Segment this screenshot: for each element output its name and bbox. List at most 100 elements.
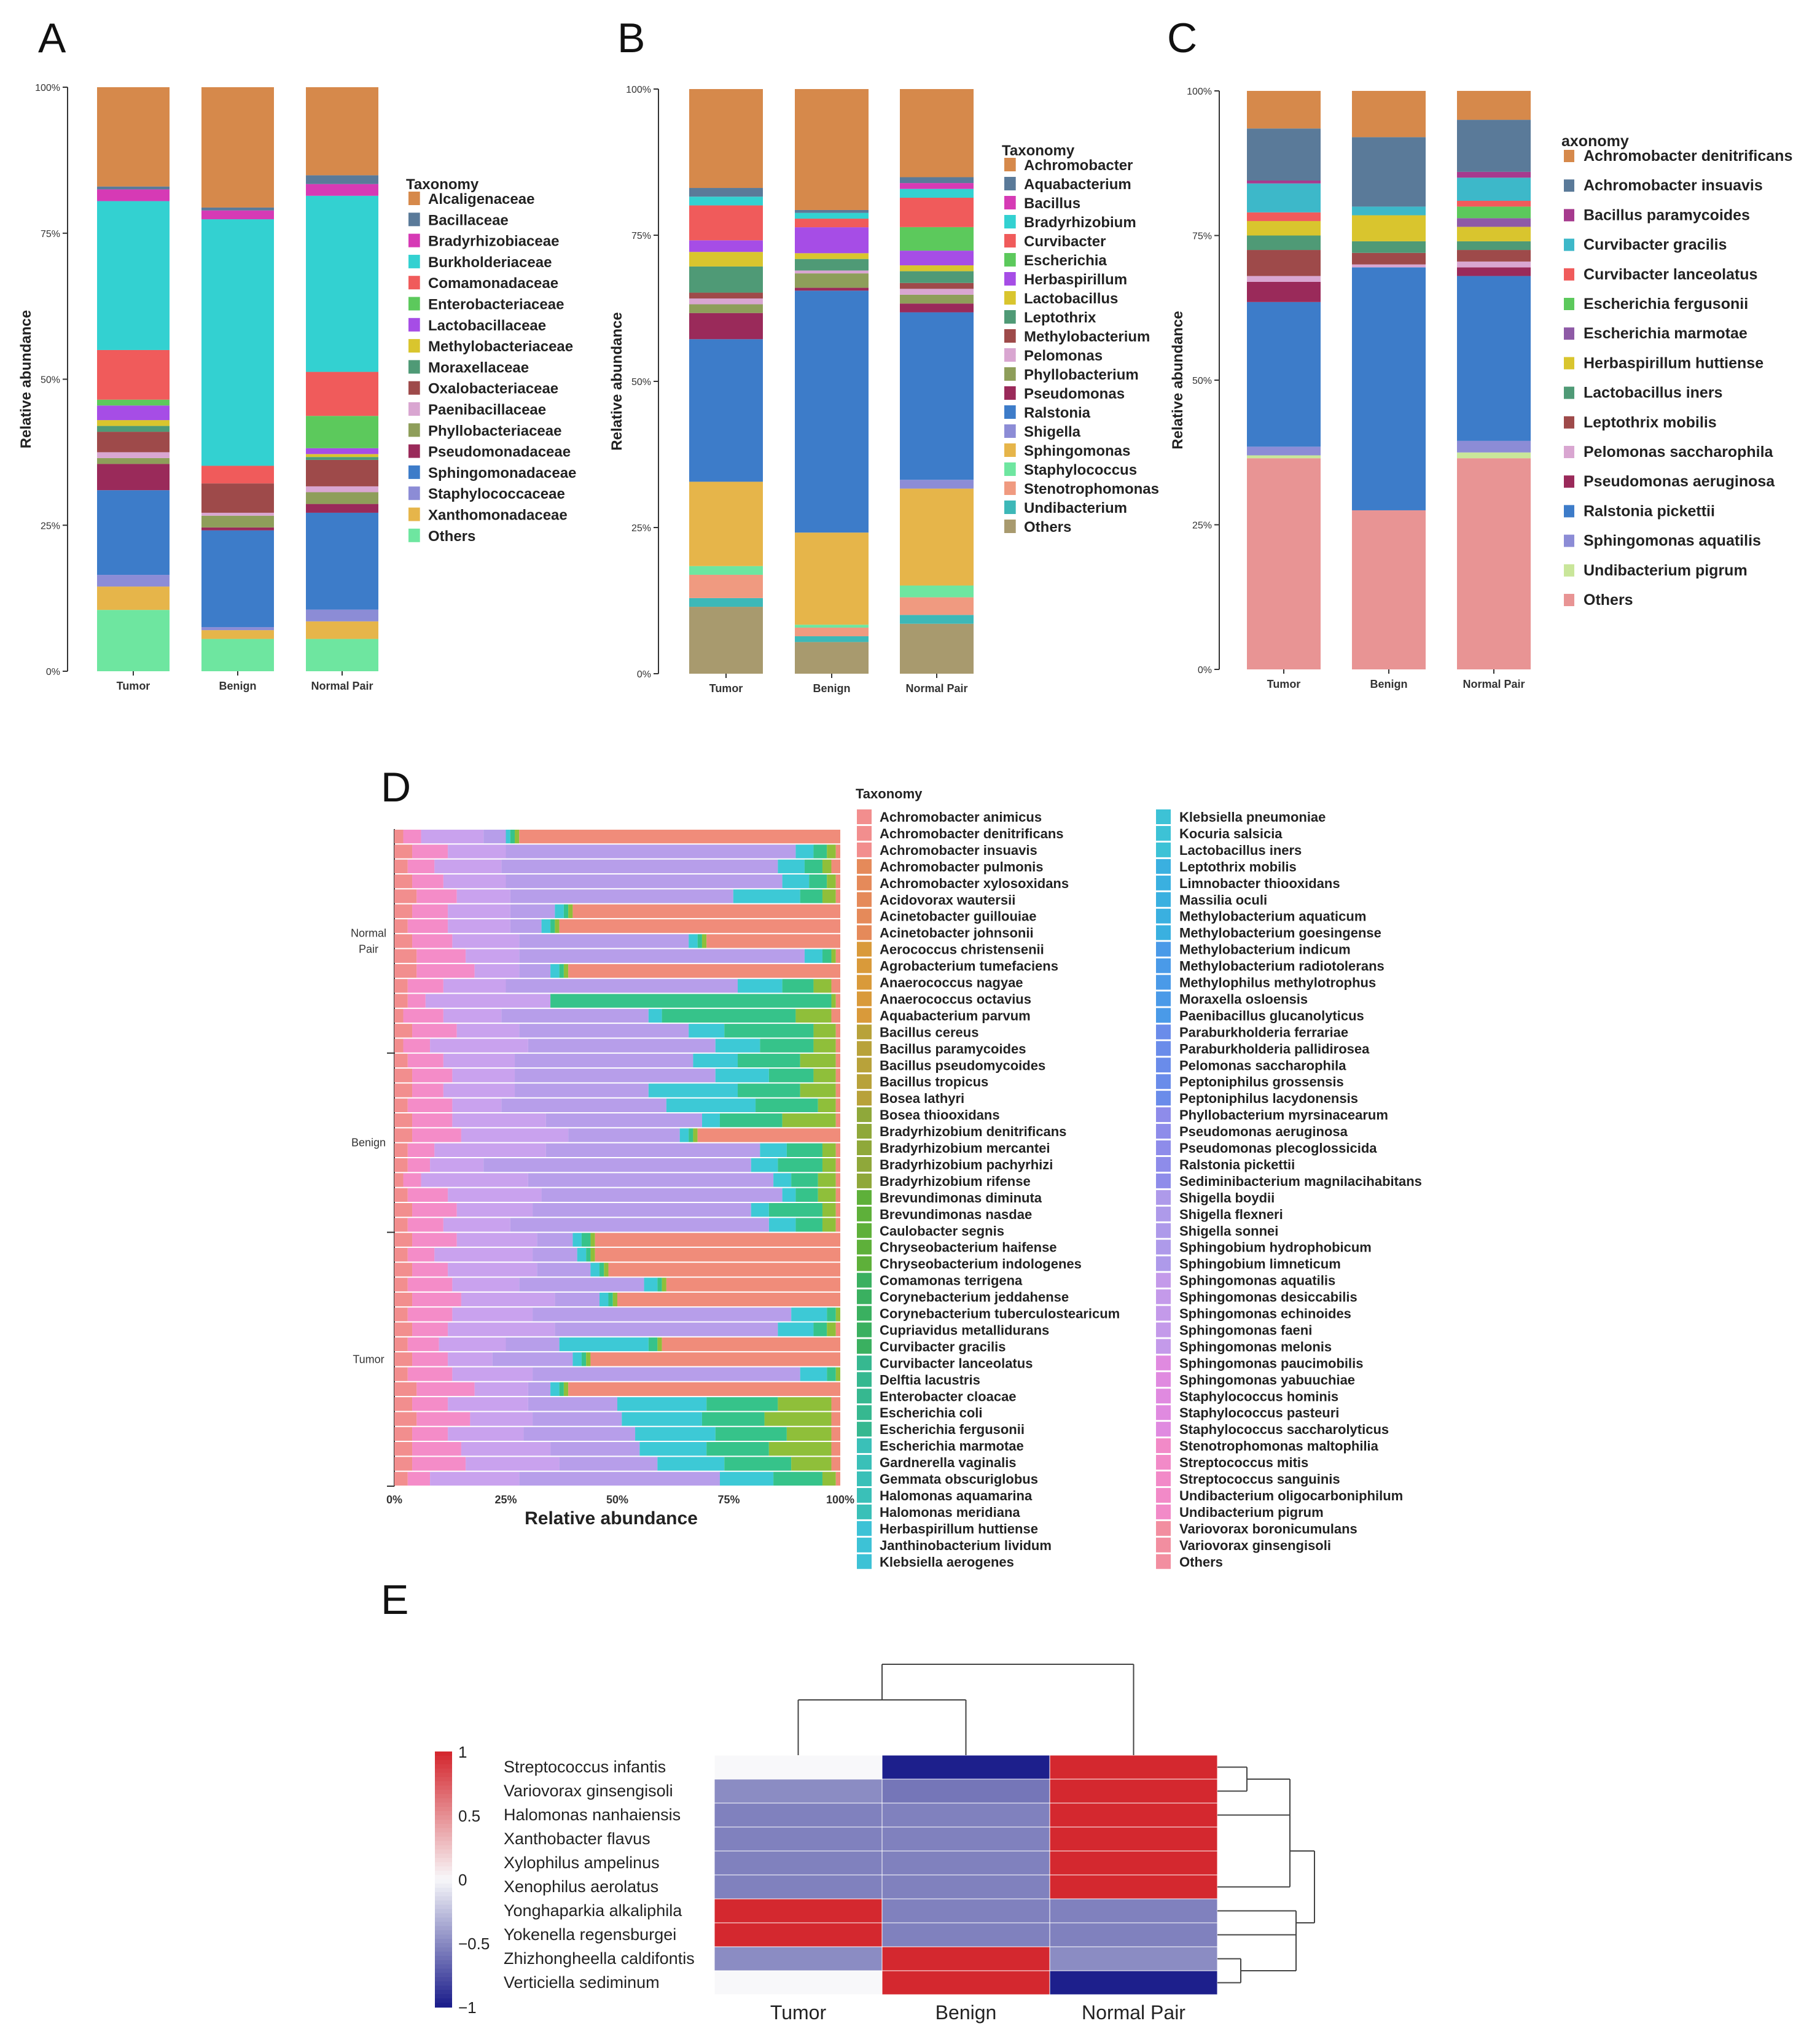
- legend-label: Peptoniphilus lacydonensis: [1179, 1091, 1358, 1106]
- legend-label: Lactobacillaceae: [428, 318, 546, 334]
- bar-segment: [407, 1247, 435, 1262]
- bar-segment: [394, 1143, 408, 1157]
- legend-swatch: [1156, 1372, 1171, 1387]
- bar-segment: [581, 1233, 591, 1247]
- legend-swatch: [1156, 1389, 1171, 1404]
- bar-segment-xanthomonadaceae: [201, 630, 274, 639]
- legend-label: Oxalobacteriaceae: [428, 381, 558, 397]
- colorbar-step: [435, 1934, 452, 1940]
- legend-swatch: [1004, 253, 1016, 267]
- bar-segment: [448, 919, 510, 933]
- bar-segment: [590, 1352, 840, 1366]
- legend-label: Klebsiella pneumoniae: [1179, 809, 1326, 825]
- legend-swatch: [408, 444, 420, 458]
- legend-label: Leptothrix: [1024, 310, 1096, 326]
- bar-segment: [448, 1427, 524, 1441]
- colorbar-step: [435, 1994, 452, 2000]
- bar-segment: [430, 1471, 520, 1486]
- legend-label: Agrobacterium tumefaciens: [880, 959, 1058, 974]
- bar-segment: [456, 1233, 537, 1247]
- bar-segment: [394, 1158, 408, 1172]
- legend-label: Phyllobacteriaceae: [428, 423, 561, 439]
- bar-segment: [778, 1158, 822, 1172]
- bar-segment: [760, 1143, 787, 1157]
- bar-segment: [666, 1277, 840, 1292]
- bar-segment: [448, 844, 506, 859]
- bar-segment: [559, 1382, 564, 1397]
- bar-segment: [466, 1457, 560, 1471]
- legend-swatch: [1004, 158, 1016, 171]
- bar-segment-xanthomonadaceae: [97, 586, 170, 610]
- legend-swatch: [1004, 329, 1016, 343]
- bar-segment-lactobacillaceae: [306, 448, 378, 454]
- legend-label: Brevundimonas diminuta: [880, 1190, 1042, 1206]
- bar-segment: [412, 844, 448, 859]
- bar-segment-paenibacillaceae: [306, 486, 378, 493]
- bar-segment-bradyrhizobiaceae: [97, 189, 170, 201]
- bar-segment: [407, 859, 435, 873]
- bar-segment: [581, 1352, 587, 1366]
- legend-label: Escherichia: [1024, 252, 1107, 269]
- heatmap-cell: [881, 1802, 1050, 1828]
- legend-label: Escherichia fergusonii: [880, 1422, 1025, 1437]
- bar-segment-lactobacillaceae: [97, 405, 170, 421]
- legend-swatch: [1004, 520, 1016, 533]
- bar-segment: [563, 964, 569, 978]
- bar-segment: [416, 949, 466, 963]
- y-tick-label: 0%: [637, 669, 651, 680]
- x-tick-label: Tumor: [117, 680, 150, 692]
- legend-swatch: [857, 1156, 872, 1172]
- bar-segment: [662, 1277, 666, 1292]
- bar-segment: [831, 1412, 840, 1426]
- bar-segment: [510, 889, 733, 903]
- bar-segment: [791, 1307, 827, 1322]
- bar-segment: [519, 964, 551, 978]
- bar-segment: [443, 1053, 515, 1068]
- legend-swatch: [1156, 859, 1171, 874]
- bar-segment: [595, 1247, 840, 1262]
- bar-segment: [394, 1427, 413, 1441]
- legend-swatch: [857, 1322, 872, 1338]
- bar-segment: [648, 1008, 662, 1023]
- bar-segment: [533, 1367, 800, 1381]
- bar-segment: [412, 1024, 457, 1038]
- y-tick-label: 50%: [41, 375, 60, 386]
- bar-segment-pseudomonadaceae: [306, 504, 378, 513]
- bar-segment: [599, 1292, 609, 1307]
- bar-segment: [835, 1322, 840, 1336]
- bar-segment: [416, 889, 457, 903]
- bar-segment: [559, 1337, 649, 1352]
- legend-swatch: [857, 842, 872, 857]
- bar-segment: [778, 1322, 814, 1336]
- bar-segment: [403, 1008, 443, 1023]
- legend-swatch: [408, 465, 420, 479]
- bar-segment: [394, 1233, 413, 1247]
- bar-segment: [550, 919, 555, 933]
- legend-label: Methylobacterium radiotolerans: [1179, 959, 1385, 974]
- legend-swatch: [857, 925, 872, 940]
- bar-segment: [394, 1367, 408, 1381]
- legend-label: Lactobacillus iners: [1584, 384, 1722, 402]
- y-tick-label: 75%: [1192, 232, 1212, 242]
- bar-segment-pseudomonas: [795, 287, 869, 291]
- bar-segment: [394, 889, 417, 903]
- legend-label: Caulobacter segnis: [880, 1223, 1004, 1239]
- bar-segment: [701, 1113, 720, 1128]
- bar-segment-curvibacter-lanceolatus: [1457, 200, 1531, 207]
- bar-segment-sphingomonadaceae: [306, 512, 378, 610]
- legend-swatch: [857, 1041, 872, 1056]
- legend-label: Streptococcus sanguinis: [1179, 1471, 1340, 1487]
- bar-segment: [773, 1471, 822, 1486]
- bar-segment-others: [900, 623, 974, 674]
- legend-label: Pseudomonas: [1024, 386, 1125, 402]
- bar-segment: [835, 1218, 840, 1232]
- bar-segment: [786, 1427, 832, 1441]
- bar-segment-stenotrophomonas: [689, 574, 763, 598]
- bar-segment-leptothrix-mobilis: [1352, 252, 1426, 265]
- bar-segment: [394, 979, 408, 993]
- legend-label: Limnobacter thiooxidans: [1179, 876, 1340, 891]
- bar-segment: [533, 1307, 792, 1322]
- legend-title: Taxonomy: [1002, 142, 1075, 159]
- legend-swatch: [1564, 594, 1574, 606]
- bar-segment: [693, 1128, 698, 1142]
